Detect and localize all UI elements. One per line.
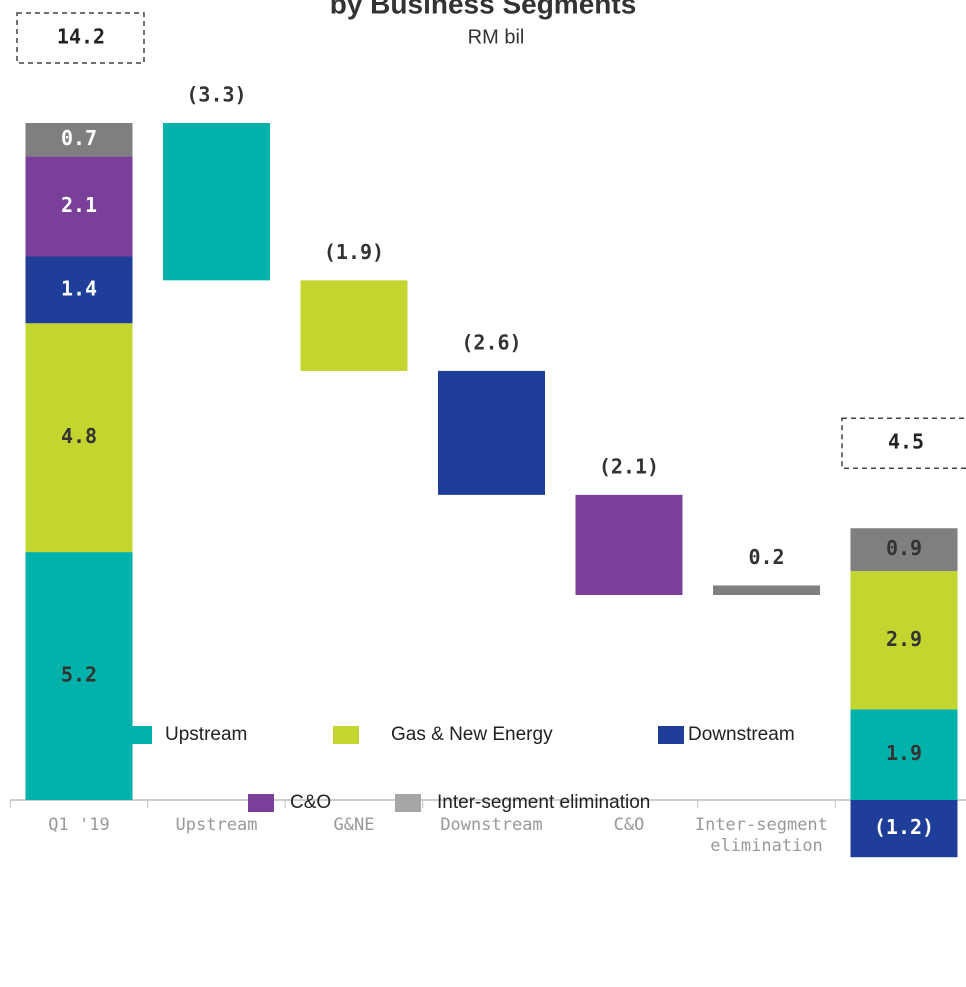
total-box: [16, 12, 145, 64]
legend-swatch: [248, 794, 274, 812]
bar-segment: [850, 571, 958, 710]
bar-segment: [25, 323, 133, 553]
legend-swatch: [658, 726, 684, 744]
step-bar: [575, 494, 683, 595]
chart-subtitle: RM bil: [468, 26, 525, 48]
chart-title: by Business Segments: [330, 0, 637, 19]
legend-label: C&O: [290, 792, 331, 813]
bar-segment: [25, 552, 133, 800]
legend-swatch: [333, 726, 359, 744]
legend-swatch: [126, 726, 152, 744]
total-box: [841, 417, 966, 469]
segment-label: 2.9: [886, 627, 922, 651]
step-bar: [300, 280, 408, 371]
bar-segment: [850, 800, 958, 858]
segment-label: 4.8: [61, 424, 97, 448]
step-label: (1.9): [324, 240, 384, 264]
step-bar: [713, 585, 820, 595]
step-label: (2.1): [599, 454, 659, 478]
bar-segment: [25, 156, 133, 257]
x-tick-label: Inter-segment elimination: [695, 815, 838, 856]
segment-label: 5.2: [61, 663, 97, 687]
legend-label: Inter-segment elimination: [437, 792, 650, 813]
legend-label: Upstream: [165, 724, 247, 745]
segment-label: 1.9: [886, 741, 922, 765]
legend-swatch: [395, 794, 421, 812]
x-tick-label: Downstream: [440, 815, 542, 835]
segment-label: 0.7: [61, 126, 97, 150]
segment-label: 0.9: [886, 536, 922, 560]
bar-segment: [25, 256, 133, 324]
total-label: 4.5: [888, 430, 924, 454]
total-label: 14.2: [57, 25, 105, 49]
legend-label: Gas & New Energy: [391, 724, 553, 745]
segment-label: 2.1: [61, 193, 97, 217]
x-tick-label: G&NE: [334, 815, 375, 835]
x-tick-label: C&O: [614, 815, 645, 835]
x-tick-label: Upstream: [176, 815, 258, 835]
x-tick-label: Q1 '19: [48, 815, 109, 835]
bar-segment: [25, 123, 133, 157]
bar-segment: [850, 709, 958, 800]
step-bar: [438, 370, 545, 495]
segment-label: 1.4: [61, 276, 97, 300]
legend-label: Downstream: [688, 724, 795, 745]
segment-label: (1.2): [874, 815, 934, 839]
bar-segment: [850, 528, 958, 572]
step-label: 0.2: [748, 545, 784, 569]
step-label: (3.3): [186, 83, 246, 107]
step-bar: [163, 123, 270, 281]
step-label: (2.6): [461, 330, 521, 354]
